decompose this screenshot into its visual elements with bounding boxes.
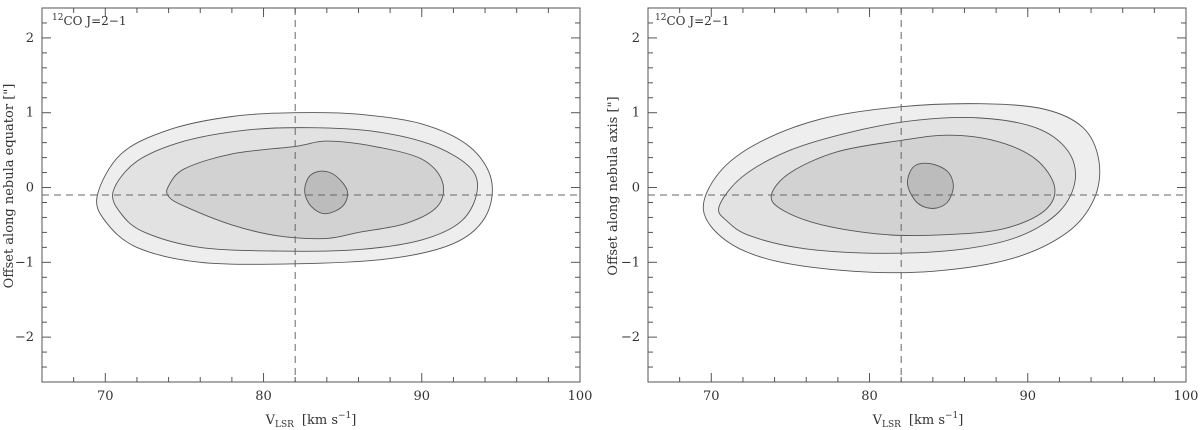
x-axis-label-units-end: ] (958, 413, 963, 428)
x-tick-label: 80 (255, 389, 272, 404)
x-axis-label: VLSR [km s−1] (872, 411, 964, 430)
y-tick-label: 0 (26, 181, 34, 196)
y-tick-label: −2 (15, 330, 34, 345)
x-axis-label-main: V (265, 413, 276, 428)
annotation-isotope: 12 (52, 13, 63, 23)
x-tick-label: 70 (703, 389, 720, 404)
y-tick-label: 2 (632, 31, 640, 46)
x-axis-label-units: [km s (909, 413, 945, 428)
y-tick-label: 1 (632, 106, 640, 121)
y-tick-label: 1 (26, 106, 34, 121)
y-tick-label: −2 (621, 330, 640, 345)
y-axis-label: Offset along nebula equator ["] (2, 84, 17, 289)
x-axis-label: VLSR [km s−1] (265, 411, 357, 430)
x-axis-label-units-end: ] (351, 413, 356, 428)
panel-annotation: 12CO J=2−1 (52, 13, 126, 28)
contour-level-4 (304, 170, 349, 215)
annotation-isotope: 12 (655, 13, 666, 23)
y-tick-label: 0 (632, 181, 640, 196)
y-axis-label: Offset along nebula axis ["] (606, 96, 621, 275)
x-tick-label: 100 (568, 389, 593, 404)
x-tick-label: 100 (1174, 389, 1199, 404)
x-axis-label-sub: LSR (882, 420, 901, 430)
x-tick-label: 90 (1019, 389, 1036, 404)
plot-frame (41, 7, 581, 383)
y-tick-label: −1 (621, 255, 640, 270)
x-axis-label-units-exp: −1 (945, 411, 958, 421)
x-axis-label-units-exp: −1 (338, 411, 351, 421)
y-tick-label: 2 (26, 31, 34, 46)
y-tick-label: −1 (15, 255, 34, 270)
plot-frame (647, 7, 1187, 383)
contour-level-4 (907, 162, 954, 209)
x-axis-label-main: V (872, 413, 883, 428)
x-axis-label-sub: LSR (275, 420, 294, 430)
x-tick-label: 90 (413, 389, 430, 404)
x-tick-label: 80 (861, 389, 878, 404)
panel-annotation: 12CO J=2−1 (655, 13, 729, 28)
annotation-text: CO J=2−1 (63, 14, 126, 28)
x-axis-label-units: [km s (302, 413, 338, 428)
annotation-text: CO J=2−1 (666, 14, 729, 28)
x-tick-label: 70 (97, 389, 114, 404)
